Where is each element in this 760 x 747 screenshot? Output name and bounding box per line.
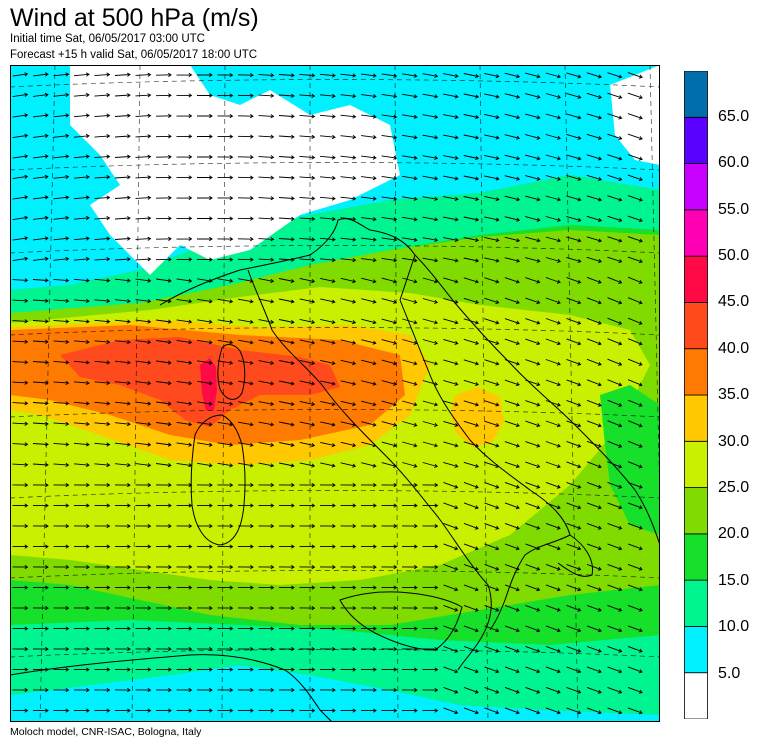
wind-map: [10, 65, 660, 722]
colorbar-segment: [684, 533, 708, 581]
colorbar-segment: [684, 626, 708, 674]
colorbar-label-40: 40.0: [718, 340, 750, 357]
colorbar-segment: [684, 255, 708, 303]
colorbar-segment: [684, 672, 708, 719]
colorbar-segment: [684, 440, 708, 488]
initial-time-label: Initial time Sat, 06/05/2017 03:00 UTC: [10, 33, 205, 45]
speed-band-green-southeast: [600, 385, 660, 535]
colorbar-segment: [684, 487, 708, 535]
speed-band-magenta-core: [200, 358, 217, 411]
speed-band-aquagreen-north: [10, 175, 660, 315]
colorbar-label-15: 15.0: [718, 572, 750, 589]
colorbar-segment: [684, 579, 708, 627]
coast-sicily: [339, 591, 463, 651]
wind-arrow-field: [12, 72, 643, 715]
map-title: Wind at 500 hPa (m/s): [10, 4, 259, 32]
colorbar-segment: [684, 163, 708, 211]
colorbar-segment: [684, 394, 708, 442]
colorbar-label-50: 50.0: [718, 247, 750, 264]
map-frame: [10, 65, 660, 722]
colorbar-segment: [684, 116, 708, 164]
coast-italy-heel: [557, 534, 594, 577]
colorbar-label-35: 35.0: [718, 386, 750, 403]
colorbar-label-65: 65.0: [718, 108, 750, 125]
colorbar-label-10: 10.0: [718, 618, 750, 635]
speed-colorbar: [684, 71, 708, 719]
coast-italy-tyrrhenian: [247, 269, 492, 671]
graticule: [10, 65, 660, 722]
colorbar-label-30: 30.0: [718, 433, 750, 450]
colorbar-segment: [684, 209, 708, 257]
colorbar-label-60: 60.0: [718, 154, 750, 171]
coast-italy-north: [159, 218, 416, 306]
colorbar-label-25: 25.0: [718, 479, 750, 496]
coast-italy-adriatic: [399, 299, 571, 631]
colorbar-label-45: 45.0: [718, 293, 750, 310]
colorbar-segment: [684, 348, 708, 396]
speed-band-white-north: [70, 65, 400, 275]
colorbar-label-20: 20.0: [718, 525, 750, 542]
speed-band-white-northeast: [610, 65, 660, 165]
forecast-valid-label: Forecast +15 h valid Sat, 06/05/2017 18:…: [10, 49, 258, 61]
coast-north-africa: [10, 654, 333, 722]
speed-band-cyan-south: [10, 665, 660, 722]
wind-arrows: [12, 72, 643, 715]
colorbar-label-5: 5.0: [718, 665, 741, 682]
coast-corsica: [217, 344, 246, 400]
colorbar-segment: [684, 302, 708, 350]
colorbar-label-55: 55.0: [718, 201, 750, 218]
colorbar-segment: [684, 71, 708, 118]
model-credit: Moloch model, CNR-ISAC, Bologna, Italy: [10, 726, 202, 738]
